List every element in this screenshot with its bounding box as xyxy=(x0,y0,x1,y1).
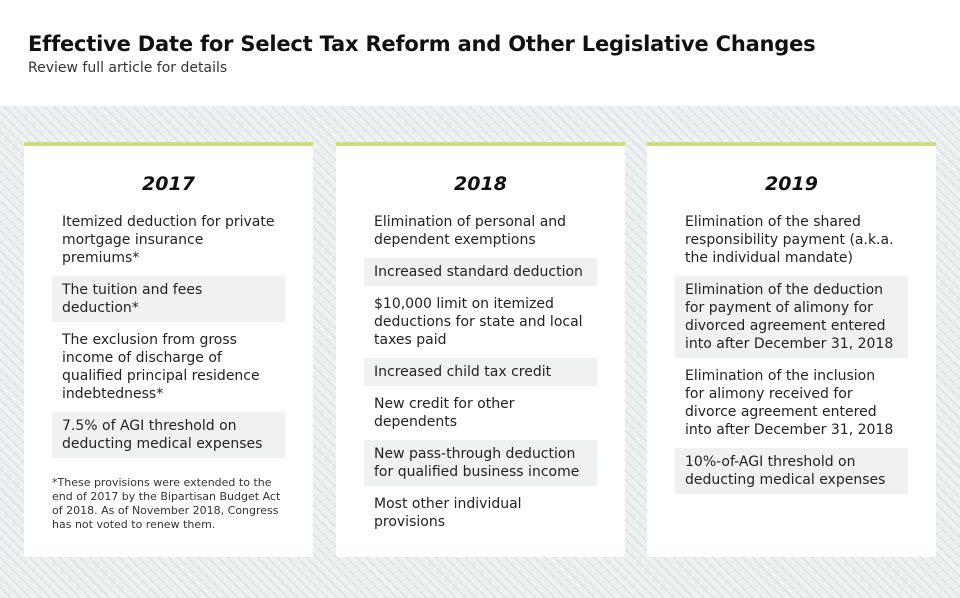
provision-item: 7.5% of AGI threshold on deducting medic… xyxy=(52,412,285,458)
provision-list: Elimination of the shared responsibility… xyxy=(675,208,908,494)
provision-item: New credit for other dependents xyxy=(374,396,515,430)
provision-item: 10%-of-AGI threshold on deducting medica… xyxy=(675,448,908,494)
provision-item: Elimination of the shared responsibility… xyxy=(685,214,894,266)
provision-item: The exclusion from gross income of disch… xyxy=(62,332,260,402)
page-title: Effective Date for Select Tax Reform and… xyxy=(28,32,816,56)
provision-item: Most other individual provisions xyxy=(374,496,522,530)
provision-item: Itemized deduction for private mortgage … xyxy=(62,214,275,266)
provision-item: $10,000 limit on itemized deductions for… xyxy=(374,296,583,348)
provision-item: Elimination of the inclusion for alimony… xyxy=(685,368,894,438)
provision-item: Increased child tax credit xyxy=(364,358,597,386)
provision-list: Elimination of personal and dependent ex… xyxy=(364,208,597,536)
provision-item: Elimination of personal and dependent ex… xyxy=(374,214,567,248)
column-2018: 2018 Elimination of personal and depende… xyxy=(336,142,625,557)
column-year: 2017 xyxy=(142,173,195,195)
page-subtitle: Review full article for details xyxy=(28,60,228,76)
column-year: 2019 xyxy=(765,173,818,195)
provision-item: Elimination of the deduction for payment… xyxy=(675,276,908,358)
column-year: 2018 xyxy=(454,173,507,195)
footnote: *These provisions were extended to the e… xyxy=(52,476,281,531)
provision-list: Itemized deduction for private mortgage … xyxy=(52,208,285,458)
column-2019: 2019 Elimination of the shared responsib… xyxy=(647,142,936,557)
column-2017: 2017 Itemized deduction for private mort… xyxy=(24,142,313,557)
provision-item: New pass-through deduction for qualified… xyxy=(364,440,597,486)
header: Effective Date for Select Tax Reform and… xyxy=(28,30,928,77)
provision-item: Increased standard deduction xyxy=(364,258,597,286)
provision-item: The tuition and fees deduction* xyxy=(52,276,285,322)
